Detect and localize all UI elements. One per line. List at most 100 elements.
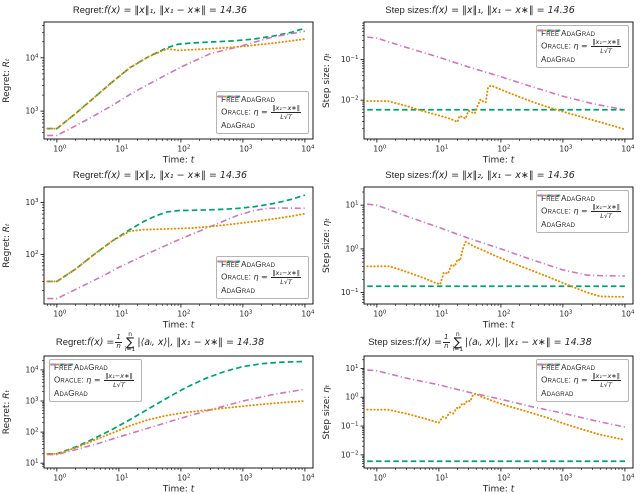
text-token: |⟨aᵢ, x⟩|, ‖x₁ − x∗‖ = 14.38 (137, 336, 265, 348)
svg-text:Time: t: Time: t (162, 485, 195, 494)
legend-item-adagrad: AdaGrad (538, 194, 622, 230)
legend-label: AdaGrad (541, 55, 575, 64)
svg-text:10−1: 10−1 (341, 422, 359, 431)
svg-text:101: 101 (25, 459, 38, 468)
svg-text:Regret: Rₜ: Regret: Rₜ (2, 390, 12, 435)
text-token: Step sizes: (385, 169, 432, 181)
svg-text:Time: t: Time: t (482, 321, 515, 331)
svg-text:Time: t: Time: t (482, 485, 515, 494)
plot-canvas: 100 101 102 103 104 10−2 10−1 100 101 Time: t Step… (322, 355, 635, 494)
svg-text:104: 104 (621, 145, 635, 154)
svg-text:100: 100 (373, 145, 387, 154)
legend-item-oracle: Oracle: η = ‖x₁−x∗‖ L√T (51, 364, 135, 388)
legend-line-sample (51, 364, 73, 366)
svg-text:104: 104 (301, 310, 315, 319)
plot-cell-stepsizes-l1: Step sizes: f(x) = ‖x‖₁, ‖x₁ − x∗‖ = 14.… (320, 0, 640, 166)
legend-item-adagrad: AdaGrad (218, 260, 302, 296)
svg-text:100: 100 (53, 145, 67, 154)
text-token: Oracle: (541, 41, 574, 51)
svg-text:10−2: 10−2 (341, 96, 359, 105)
text-token: ‖x₁−x∗‖ L√T (591, 372, 621, 389)
text-token: n ∑ i=1 (124, 331, 136, 354)
svg-text:103: 103 (559, 474, 573, 483)
legend-item-adagrad: AdaGrad (538, 29, 622, 65)
svg-text:104: 104 (621, 310, 635, 319)
plot-area: 100 101 102 103 104 10−1 100 101 Time: t Step siz… (320, 183, 640, 330)
legend-line-sample (538, 194, 561, 197)
text-token: Step sizes: (385, 4, 432, 16)
svg-text:103: 103 (239, 145, 253, 154)
text-token: Oracle: (54, 375, 87, 385)
svg-text:101: 101 (435, 474, 448, 483)
legend-label: AdaGrad (541, 220, 575, 229)
svg-text:100: 100 (373, 474, 387, 483)
svg-text:103: 103 (25, 198, 39, 207)
text-token: f(x) = ‖x‖₁, ‖x₁ − x∗‖ = 14.36 (431, 4, 575, 16)
text-token: |⟨aᵢ, x⟩|, ‖x₁ − x∗‖ = 14.38 (465, 336, 592, 348)
svg-text:Time: t: Time: t (482, 156, 515, 166)
svg-text:103: 103 (239, 474, 253, 483)
text-token: n ∑ i=1 (452, 331, 464, 354)
text-token: AdaGrad (541, 55, 576, 64)
series-free (46, 212, 306, 283)
legend-item-oracle: Oracle: η = ‖x₁−x∗‖ L√T (218, 260, 302, 285)
plot-canvas: 100 101 102 103 104 102 103 Time: t Regret: Rₜ (2, 186, 315, 330)
series-adagrad (47, 30, 306, 137)
plot-cell-stepsizes-l2: Step sizes: f(x) = ‖x‖₂, ‖x₁ − x∗‖ = 14.… (320, 165, 640, 331)
plot-cell-regret-l1: Regret: f(x) = ‖x‖₁, ‖x₁ − x∗‖ = 14.36 1… (0, 0, 320, 166)
legend-line-sample (218, 260, 241, 263)
svg-text:102: 102 (497, 310, 510, 319)
legend-line-sample (218, 95, 241, 98)
plot-title: Regret: f(x) = ‖x‖₂, ‖x₁ − x∗‖ = 14.36 (0, 165, 320, 183)
svg-text:104: 104 (25, 53, 39, 62)
text-token: Free AdaGrad (54, 363, 108, 373)
svg-text:101: 101 (115, 474, 128, 483)
legend-item-adagrad: Adagrad (538, 364, 622, 399)
plot-canvas: 100 101 102 103 104 101 102 103 104 Time: t Regret… (2, 355, 315, 494)
svg-text:103: 103 (25, 107, 39, 116)
svg-text:102: 102 (25, 428, 38, 437)
series-free (366, 240, 626, 298)
legend-label: Oracle: η = ‖x₁−x∗‖ L√T (221, 270, 302, 285)
plot-area: 100 101 102 103 104 102 103 Time: t Regret: Rₜ F… (0, 183, 320, 330)
svg-text:Step size: ηₜ: Step size: ηₜ (322, 218, 332, 273)
svg-text:102: 102 (497, 145, 510, 154)
legend-label: Free AdaGrad (541, 29, 595, 38)
legend-label: AdaGrad (54, 389, 88, 398)
svg-text:102: 102 (177, 310, 190, 319)
svg-text:100: 100 (345, 244, 359, 253)
legend-item-adagrad: AdaGrad (218, 95, 302, 131)
text-token: AdaGrad (54, 389, 88, 399)
plot-legend: Free AdaGrad Oracle: η = ‖x₁−x∗‖ L√T AdaGra… (49, 359, 142, 403)
svg-text:100: 100 (53, 310, 67, 319)
svg-text:101: 101 (345, 201, 358, 210)
svg-text:104: 104 (25, 366, 39, 375)
series-oracle (47, 361, 305, 456)
svg-text:103: 103 (239, 310, 253, 319)
svg-text:100: 100 (373, 310, 387, 319)
svg-text:101: 101 (345, 364, 358, 373)
text-token: η = (253, 107, 271, 117)
plot-title: Regret: f(x) = ‖x‖₁, ‖x₁ − x∗‖ = 14.36 (0, 0, 320, 18)
legend-label: Free AdaGrad (541, 194, 595, 203)
text-token: Adagrad (541, 389, 574, 399)
legend-label: Oracle: η = ‖x₁−x∗‖ L√T (541, 204, 622, 219)
plot-title: Regret: f(x) = 1 n n ∑ i=1 |⟨aᵢ, x⟩|, ‖x₁ − x… (0, 330, 320, 352)
legend-label: Adagrad (541, 389, 573, 398)
text-token: ‖x₁−x∗‖ L√T (271, 104, 301, 121)
plot-legend: Free AdaGrad Oracle: η = ‖x₁−x∗‖ L√T AdaGra… (536, 190, 629, 233)
svg-text:100: 100 (53, 474, 67, 483)
legend-item-oracle: Oracle: η = ‖x₁−x∗‖ L√T (218, 95, 302, 121)
plot-area: 100 101 102 103 104 10−2 10−1 Time: t Step size:… (320, 18, 640, 165)
text-token: Regret: (72, 169, 105, 181)
svg-text:102: 102 (177, 474, 190, 483)
legend-line-sample (538, 364, 561, 366)
text-token: Free AdaGrad (541, 363, 596, 373)
svg-text:Regret: Rₜ: Regret: Rₜ (2, 223, 12, 268)
text-token: AdaGrad (221, 121, 256, 130)
text-token: AdaGrad (541, 220, 576, 229)
series-adagrad (47, 207, 305, 300)
